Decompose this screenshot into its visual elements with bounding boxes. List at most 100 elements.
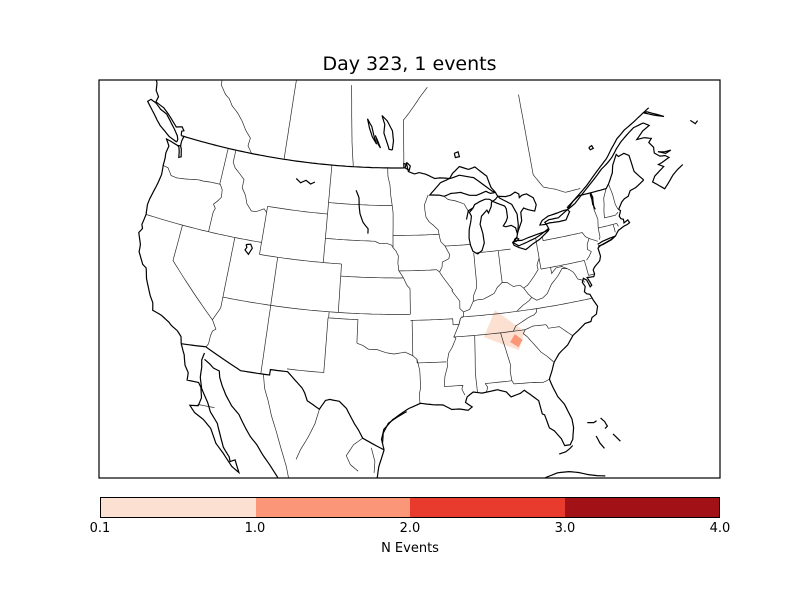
state-borders-layer-path xyxy=(325,237,394,248)
state-borders-layer-path xyxy=(145,214,262,243)
state-borders-layer-path xyxy=(270,257,279,306)
state-borders-layer-path xyxy=(525,324,573,336)
state-borders-layer-path xyxy=(219,148,229,185)
state-borders-layer xyxy=(145,80,619,478)
state-borders-layer-path xyxy=(550,266,568,275)
state-borders-layer-path xyxy=(410,318,461,326)
state-borders-layer-path xyxy=(259,206,268,255)
coastline-layer-path xyxy=(543,470,606,478)
coastline-layer-path xyxy=(155,80,185,136)
state-borders-layer-path xyxy=(295,409,320,460)
coastline-layer-path xyxy=(366,118,378,145)
state-borders-layer-path xyxy=(598,223,617,229)
state-borders-layer-path xyxy=(604,211,619,219)
state-borders-layer-path xyxy=(399,269,440,273)
coastline-layer-path xyxy=(355,190,369,234)
colorbar xyxy=(100,497,720,518)
state-borders-layer-path xyxy=(370,447,376,473)
state-borders-layer-path xyxy=(232,150,267,213)
colorbar-tick-label: 2.0 xyxy=(399,521,421,536)
state-borders-layer-path xyxy=(588,238,598,242)
state-borders-layer-path xyxy=(340,275,404,279)
state-borders-layer-path xyxy=(612,224,616,233)
colorbar-tick-label: 1.0 xyxy=(244,521,266,536)
coastline-layer-path xyxy=(295,177,316,185)
state-borders-layer-path xyxy=(286,317,329,373)
coastline-layer-path xyxy=(566,107,650,209)
state-borders-layer-path xyxy=(485,380,512,384)
state-borders-layer-path xyxy=(411,320,418,363)
state-borders-layer-path xyxy=(267,205,328,215)
state-borders-layer-path xyxy=(328,311,359,344)
state-borders-layer-path xyxy=(523,287,532,298)
state-borders-layer-path xyxy=(516,297,532,312)
coastline-layer-path xyxy=(512,228,550,251)
state-borders-layer-path xyxy=(351,85,354,167)
state-borders-layer-path xyxy=(222,296,411,315)
state-borders-layer-path xyxy=(583,260,595,276)
state-borders-layer-path xyxy=(535,237,542,270)
colorbar-segment-0 xyxy=(101,498,256,517)
coastline-layer-path xyxy=(180,343,241,475)
state-borders-layer-path xyxy=(445,244,471,247)
state-borders-layer-path xyxy=(403,277,411,289)
coastline-layer-path xyxy=(204,358,279,478)
coastline-layer-path xyxy=(376,449,385,478)
state-borders-layer-path xyxy=(208,184,223,232)
colorbar-tick-label: 0.1 xyxy=(89,521,111,536)
state-borders-layer-path xyxy=(608,184,619,210)
state-borders-layer-path xyxy=(424,194,450,273)
plot-title: Day 323, 1 events xyxy=(322,53,497,75)
state-borders-layer-path xyxy=(259,254,342,265)
coastline-layer-path xyxy=(465,207,474,220)
state-borders-layer-path xyxy=(393,233,440,236)
coastline-layer-path xyxy=(177,145,182,159)
state-borders-layer-path xyxy=(417,361,447,364)
state-borders-layer-path xyxy=(172,225,217,348)
coastline-layer-path xyxy=(538,208,571,226)
state-borders-layer-path xyxy=(443,318,461,387)
coastline-layer-path xyxy=(147,63,150,75)
state-borders-layer-path xyxy=(497,251,503,283)
coastline-layer-path xyxy=(146,98,179,143)
map-layers xyxy=(128,49,699,478)
state-borders-layer-path xyxy=(512,308,537,332)
state-borders-layer-path xyxy=(197,403,215,409)
state-borders-layer-path xyxy=(484,383,488,393)
coastline-layer-path xyxy=(428,165,496,197)
state-borders-layer-path xyxy=(439,271,464,319)
coastline-layer-path xyxy=(587,420,597,424)
coastline-layer-path xyxy=(612,433,621,442)
coastline-layer-path xyxy=(643,111,665,118)
colorbar-axis-label: N Events xyxy=(381,541,439,556)
state-borders-layer-path xyxy=(328,202,393,206)
state-borders-layer-path xyxy=(220,80,252,154)
state-borders-layer-path xyxy=(163,165,221,185)
state-borders-layer-path xyxy=(531,268,568,301)
coastline-layer-path xyxy=(595,435,605,449)
event-patch-dark xyxy=(510,334,523,348)
state-borders-layer-path xyxy=(461,297,593,318)
coastline-layer-path xyxy=(181,343,385,451)
state-borders-layer-path xyxy=(387,167,393,206)
map-frame xyxy=(98,79,721,479)
coastline-layer-path xyxy=(513,236,520,243)
coastline-layer-path xyxy=(128,49,133,78)
state-borders-layer-path xyxy=(542,232,592,261)
state-borders-layer-path xyxy=(283,80,297,160)
state-borders-layer-path xyxy=(416,359,422,404)
state-borders-layer-path xyxy=(472,252,478,302)
coastline-layer-path xyxy=(558,445,574,455)
colorbar-segment-3 xyxy=(564,498,719,517)
state-borders-layer-path xyxy=(474,335,478,393)
colorbar-segment-1 xyxy=(255,498,410,517)
state-borders-layer-path xyxy=(540,260,585,270)
state-borders-layer-path xyxy=(212,237,236,321)
coastline-layer-path xyxy=(374,135,382,149)
state-borders-layer-path xyxy=(518,94,581,193)
state-borders-layer-path xyxy=(511,378,551,385)
coastline-layer-path xyxy=(600,417,609,430)
state-borders-layer-path xyxy=(567,268,586,283)
